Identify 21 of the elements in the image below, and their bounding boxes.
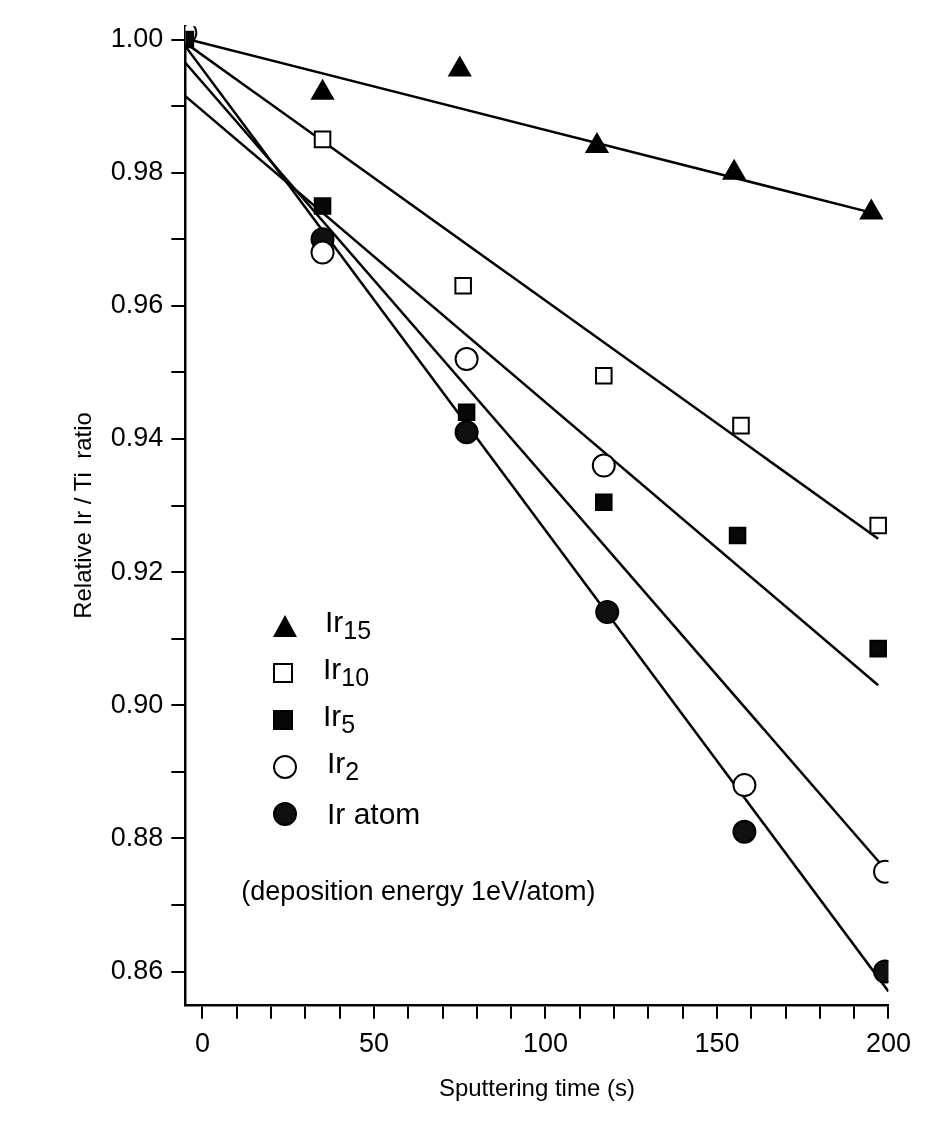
- y-tick-label: 0.88: [110, 821, 164, 852]
- legend-label: Ir$_{5}$: [323, 697, 356, 740]
- x-tick-label: 200: [865, 1028, 912, 1059]
- y-tick-label: 0.86: [110, 954, 164, 985]
- y-tick-label: 0.94: [110, 422, 164, 453]
- y-tick-label: 0.98: [110, 156, 164, 187]
- x-tick-label: 150: [694, 1028, 740, 1059]
- x-axis-title: Sputtering time (s): [438, 1074, 635, 1102]
- y-tick-label: 0.96: [110, 289, 164, 320]
- y-axis-title: Relative Ir / Ti ratio: [69, 412, 97, 619]
- legend-label: Ir$_{15}$: [325, 603, 372, 646]
- x-tick-label: 0: [194, 1028, 211, 1059]
- y-tick-label: 0.92: [110, 555, 164, 586]
- legend-label: Ir$_{2}$: [327, 744, 360, 787]
- y-tick-label: 1.00: [110, 22, 164, 53]
- x-tick-label: 100: [522, 1028, 569, 1059]
- y-tick-label: 0.90: [110, 688, 164, 719]
- legend-label: Ir$_{10}$: [323, 650, 370, 693]
- x-tick-label: 50: [358, 1028, 390, 1059]
- annotation: (deposition energy 1eV/atom): [241, 875, 596, 906]
- legend-label: Ir atom: [327, 796, 421, 832]
